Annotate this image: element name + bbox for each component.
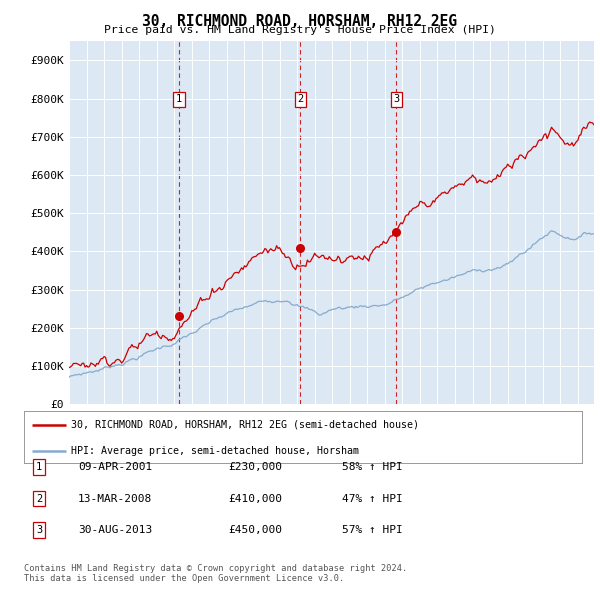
Text: 30, RICHMOND ROAD, HORSHAM, RH12 2EG (semi-detached house): 30, RICHMOND ROAD, HORSHAM, RH12 2EG (se…	[71, 419, 419, 430]
Text: 1: 1	[36, 463, 42, 472]
Text: 47% ↑ HPI: 47% ↑ HPI	[342, 494, 403, 503]
Text: 30-AUG-2013: 30-AUG-2013	[78, 525, 152, 535]
Text: HPI: Average price, semi-detached house, Horsham: HPI: Average price, semi-detached house,…	[71, 445, 359, 455]
Text: 58% ↑ HPI: 58% ↑ HPI	[342, 463, 403, 472]
Text: 09-APR-2001: 09-APR-2001	[78, 463, 152, 472]
Text: 57% ↑ HPI: 57% ↑ HPI	[342, 525, 403, 535]
Text: £410,000: £410,000	[228, 494, 282, 503]
Text: £230,000: £230,000	[228, 463, 282, 472]
Text: 1: 1	[176, 94, 182, 104]
Text: 30, RICHMOND ROAD, HORSHAM, RH12 2EG: 30, RICHMOND ROAD, HORSHAM, RH12 2EG	[143, 14, 458, 28]
Text: Contains HM Land Registry data © Crown copyright and database right 2024.
This d: Contains HM Land Registry data © Crown c…	[24, 563, 407, 583]
Text: 3: 3	[36, 525, 42, 535]
Text: 3: 3	[393, 94, 400, 104]
Text: Price paid vs. HM Land Registry's House Price Index (HPI): Price paid vs. HM Land Registry's House …	[104, 25, 496, 35]
Text: 2: 2	[36, 494, 42, 503]
Text: £450,000: £450,000	[228, 525, 282, 535]
Text: 2: 2	[298, 94, 304, 104]
Text: 13-MAR-2008: 13-MAR-2008	[78, 494, 152, 503]
